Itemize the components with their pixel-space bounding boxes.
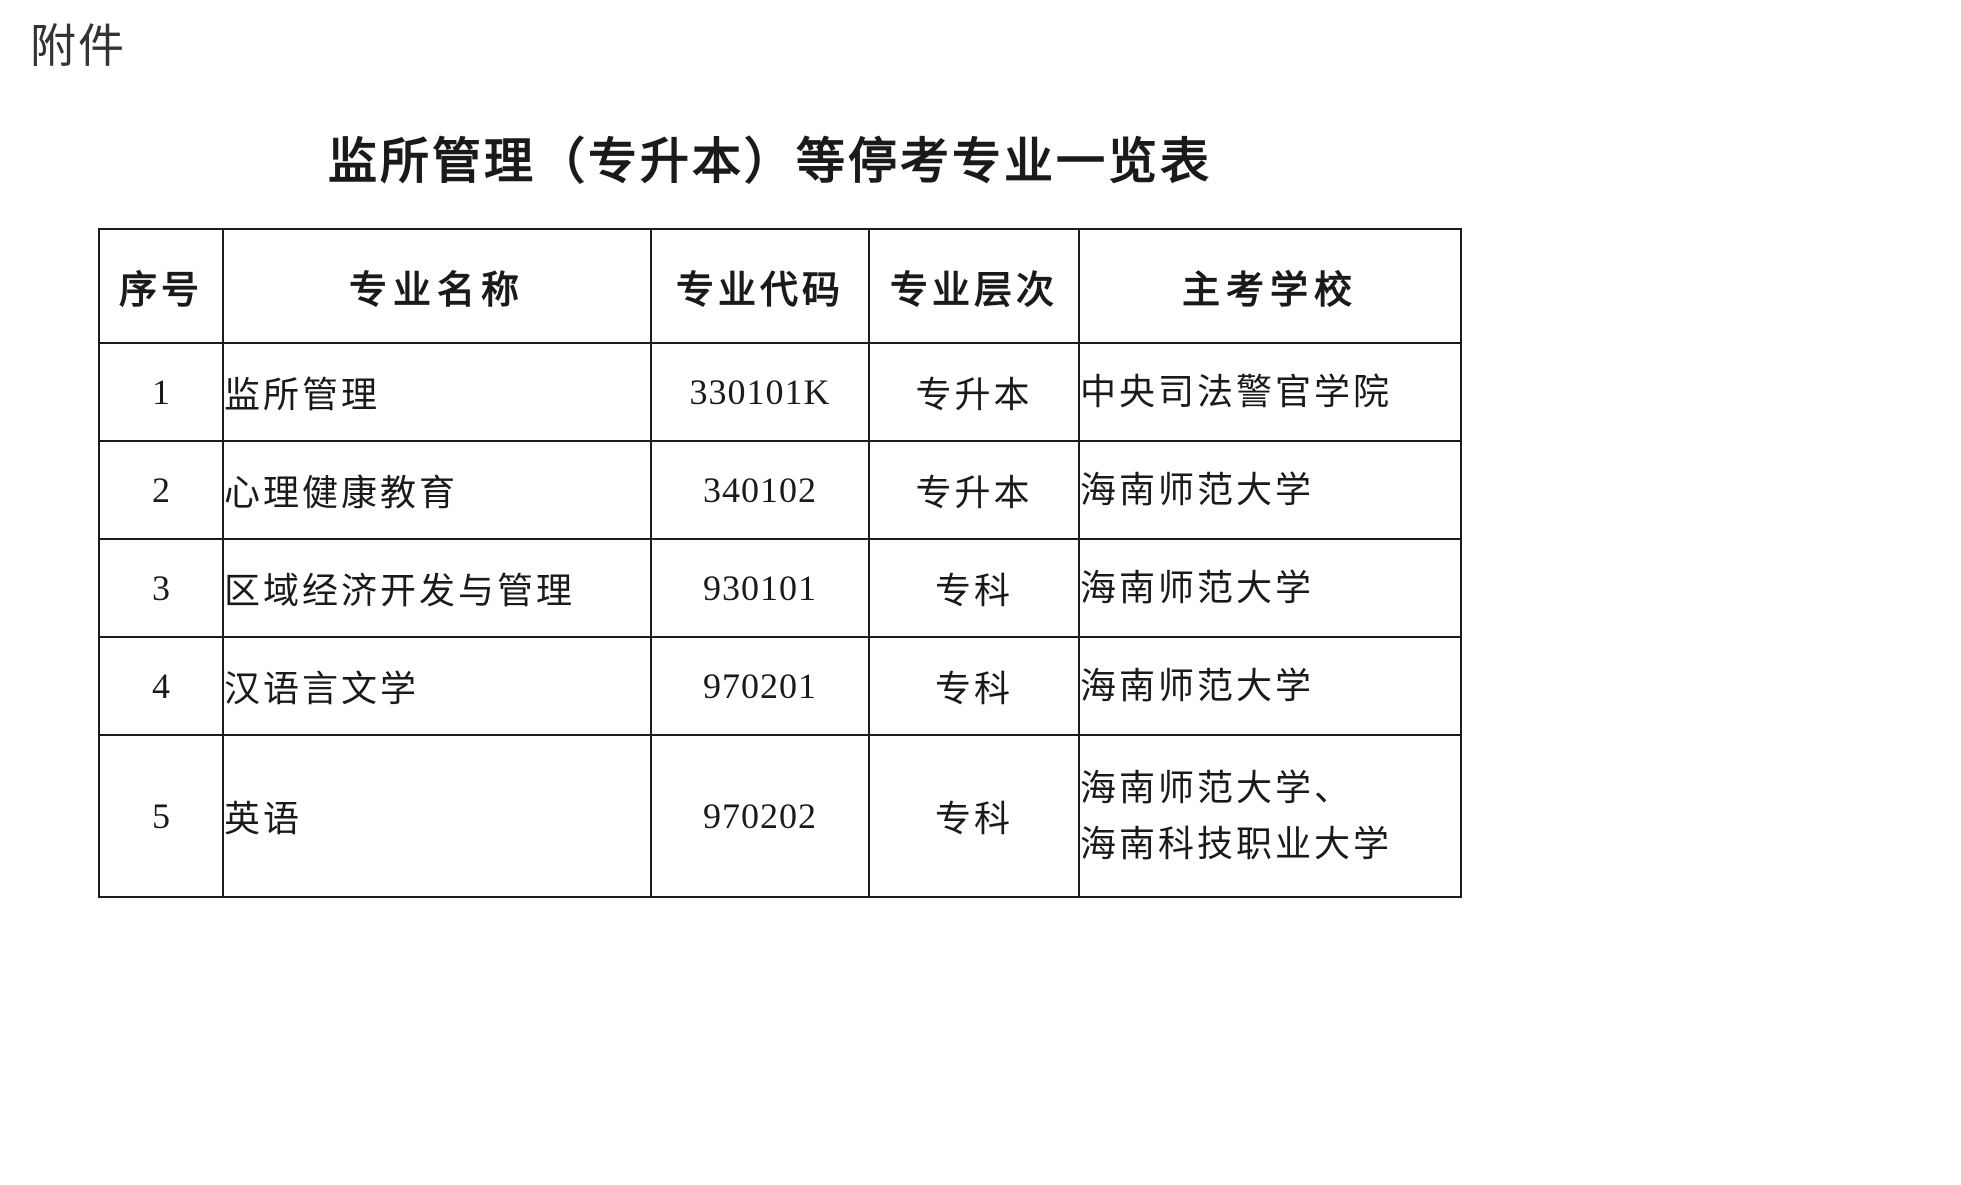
page-title: 监所管理（专升本）等停考专业一览表 [327, 134, 1212, 189]
cell-exam-school: 中央司法警官学院 [1078, 342, 1462, 442]
cell-major-name: 心理健康教育 [222, 440, 652, 540]
table-row: 3 区域经济开发与管理 930101 专科 海南师范大学 [98, 538, 1462, 638]
cell-major-name: 英语 [222, 734, 652, 898]
cell-major-code: 970202 [650, 734, 870, 898]
cell-major-name: 汉语言文学 [222, 636, 652, 736]
school-name-lines: 中央司法警官学院 [1080, 364, 1460, 420]
column-header-seq: 序号 [98, 228, 224, 344]
table-row: 2 心理健康教育 340102 专升本 海南师范大学 [98, 440, 1462, 540]
table-header: 序号 专业名称 专业代码 专业层次 主考学校 [98, 228, 1462, 344]
table-header-row: 序号 专业名称 专业代码 专业层次 主考学校 [98, 228, 1462, 344]
table-row: 4 汉语言文学 970201 专科 海南师范大学 [98, 636, 1462, 736]
table-row: 1 监所管理 330101K 专升本 中央司法警官学院 [98, 342, 1462, 442]
table-row: 5 英语 970202 专科 海南师范大学、 海南科技职业大学 [98, 734, 1462, 898]
cell-major-level: 专科 [868, 734, 1080, 898]
cell-seq: 3 [98, 538, 224, 638]
cell-major-code: 340102 [650, 440, 870, 540]
school-name-lines: 海南师范大学 [1080, 658, 1460, 714]
cell-seq: 5 [98, 734, 224, 898]
cell-seq: 4 [98, 636, 224, 736]
cell-major-level: 专升本 [868, 342, 1080, 442]
column-header-major-code: 专业代码 [650, 228, 870, 344]
school-name-lines: 海南师范大学 [1080, 462, 1460, 518]
cell-seq: 1 [98, 342, 224, 442]
cell-major-code: 330101K [650, 342, 870, 442]
school-name-lines: 海南师范大学 [1080, 560, 1460, 616]
cell-exam-school: 海南师范大学 [1078, 440, 1462, 540]
cell-major-code: 970201 [650, 636, 870, 736]
cell-exam-school: 海南师范大学 [1078, 636, 1462, 736]
cell-major-level: 专升本 [868, 440, 1080, 540]
cell-major-name: 监所管理 [222, 342, 652, 442]
cell-exam-school: 海南师范大学、 海南科技职业大学 [1078, 734, 1462, 898]
cell-major-code: 930101 [650, 538, 870, 638]
column-header-exam-school: 主考学校 [1078, 228, 1462, 344]
stop-exam-majors-table: 序号 专业名称 专业代码 专业层次 主考学校 1 监所管理 330101K 专升… [98, 228, 1462, 898]
attachment-label: 附件 [30, 20, 126, 72]
cell-seq: 2 [98, 440, 224, 540]
stop-exam-table-container: 序号 专业名称 专业代码 专业层次 主考学校 1 监所管理 330101K 专升… [98, 228, 1462, 898]
table-body: 1 监所管理 330101K 专升本 中央司法警官学院 2 心理健康教育 340… [98, 342, 1462, 898]
school-line: 中央司法警官学院 [1080, 372, 1393, 412]
cell-major-level: 专科 [868, 538, 1080, 638]
cell-exam-school: 海南师范大学 [1078, 538, 1462, 638]
school-line: 海南师范大学、 [1080, 768, 1354, 808]
column-header-major-level: 专业层次 [868, 228, 1080, 344]
school-line: 海南师范大学 [1080, 470, 1315, 510]
school-line: 海南师范大学 [1080, 666, 1315, 706]
cell-major-level: 专科 [868, 636, 1080, 736]
school-line: 海南师范大学 [1080, 568, 1315, 608]
column-header-major-name: 专业名称 [222, 228, 652, 344]
school-name-lines: 海南师范大学、 海南科技职业大学 [1080, 760, 1460, 872]
school-line: 海南科技职业大学 [1080, 824, 1393, 864]
cell-major-name: 区域经济开发与管理 [222, 538, 652, 638]
